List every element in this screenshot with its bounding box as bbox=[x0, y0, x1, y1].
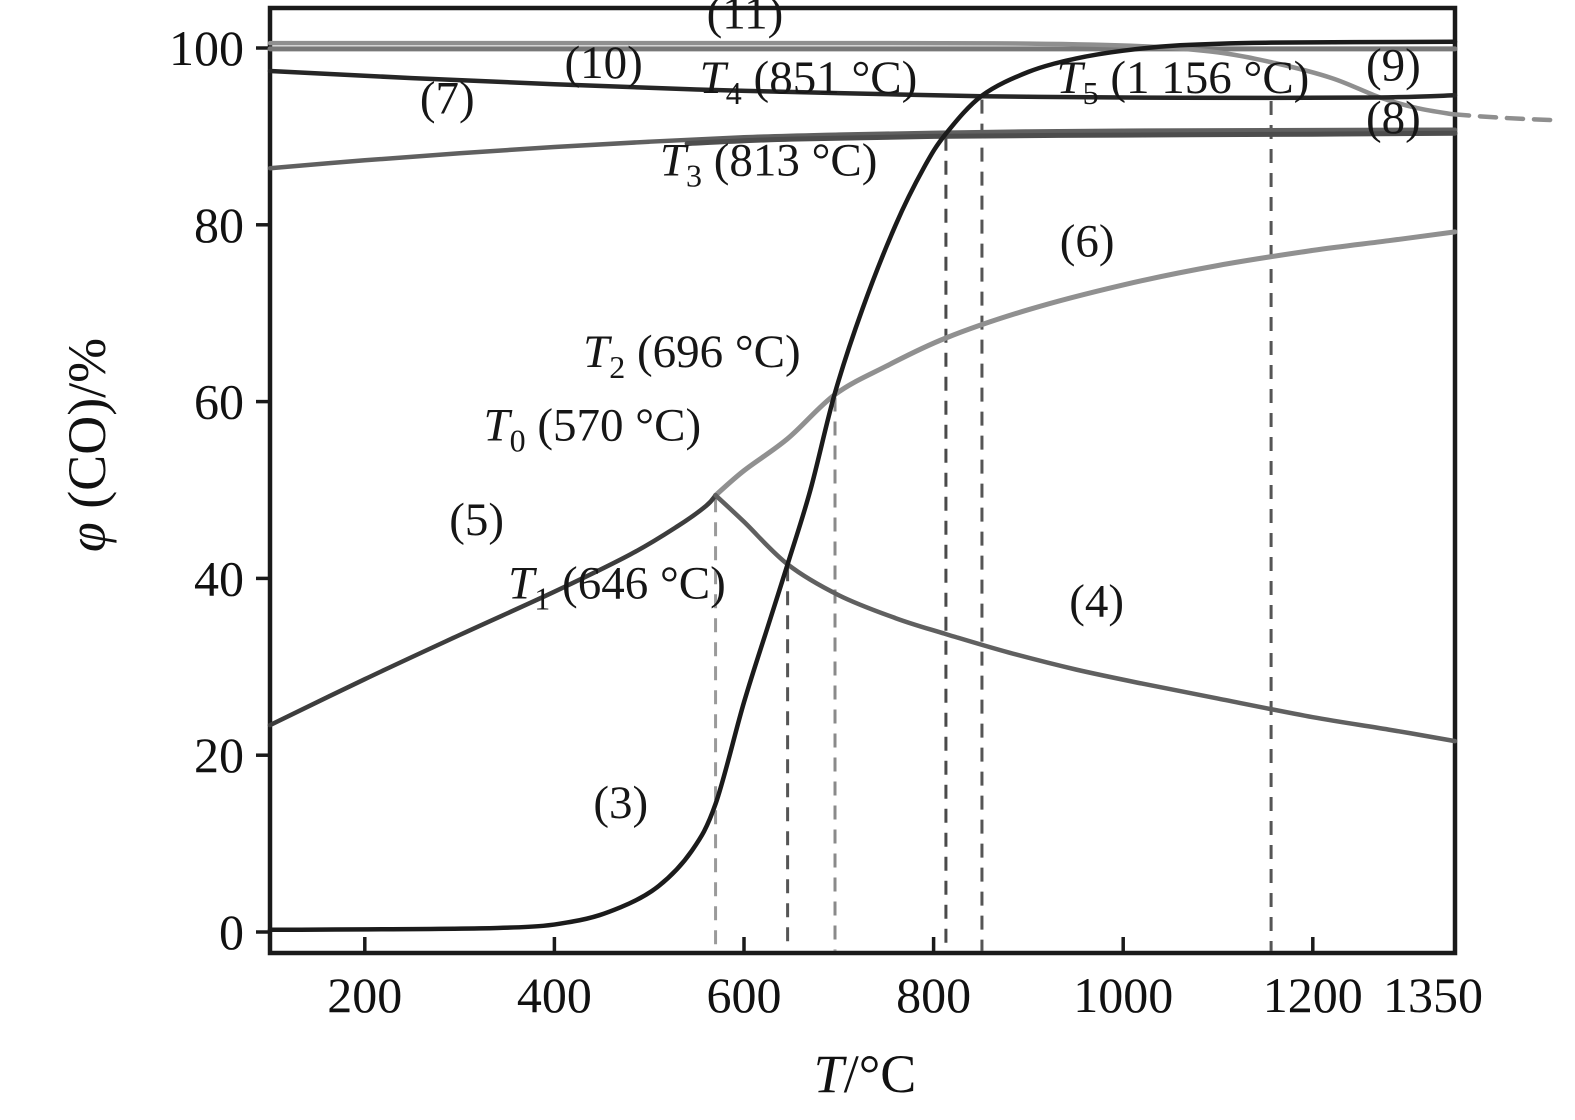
curve-5 bbox=[267, 493, 718, 728]
x-tick-label-400: 400 bbox=[517, 967, 592, 1023]
curve-label-8: (8) bbox=[1366, 92, 1421, 144]
curve-label-9: (9) bbox=[1366, 40, 1421, 92]
x-tick-label-200: 200 bbox=[327, 967, 402, 1023]
curve-label-7: (7) bbox=[420, 72, 475, 124]
curve-label-5: (5) bbox=[449, 494, 504, 546]
y-tick-label-60: 60 bbox=[194, 374, 244, 430]
curve-label-3: (3) bbox=[593, 777, 648, 829]
x-tick-label-800: 800 bbox=[896, 967, 971, 1023]
y-tick-label-20: 20 bbox=[194, 727, 244, 783]
t3-label: T3 (813 °C) bbox=[660, 134, 878, 193]
curve-6 bbox=[713, 229, 1458, 498]
curve-4 bbox=[713, 493, 1458, 744]
y-tick-label-100: 100 bbox=[169, 20, 244, 76]
t1-label: T1 (646 °C) bbox=[508, 558, 726, 617]
x-tick-label-1000: 1000 bbox=[1073, 967, 1173, 1023]
curve-label-11: (11) bbox=[707, 0, 784, 40]
y-tick-label-80: 80 bbox=[194, 197, 244, 253]
t2-label: T2 (696 °C) bbox=[583, 326, 801, 385]
curve-3 bbox=[267, 39, 1458, 933]
y-tick-label-0: 0 bbox=[219, 904, 244, 960]
t0-label: T0 (570 °C) bbox=[484, 399, 702, 458]
x-tick-label-600: 600 bbox=[707, 967, 782, 1023]
curve-label-10: (10) bbox=[565, 37, 643, 89]
curve-8 bbox=[684, 130, 1458, 146]
x-tick-label-1200: 1200 bbox=[1263, 967, 1363, 1023]
curve-7 bbox=[267, 127, 1458, 171]
curve-label-4: (4) bbox=[1069, 575, 1124, 627]
plot-border bbox=[267, 5, 1458, 956]
curve-10 bbox=[267, 68, 1458, 101]
x-axis-title: T/°C bbox=[814, 1044, 917, 1104]
x-tick-label-1350: 1350 bbox=[1383, 967, 1483, 1023]
y-tick-label-40: 40 bbox=[194, 550, 244, 606]
t4-label: T4 (851 °C) bbox=[700, 52, 918, 111]
y-axis-title: φ (CO)/% bbox=[57, 338, 117, 552]
t5-label: T5 (1 156 °C) bbox=[1057, 52, 1310, 111]
curve-label-6: (6) bbox=[1060, 216, 1115, 268]
curve-9-dashed-tail bbox=[1450, 112, 1554, 123]
